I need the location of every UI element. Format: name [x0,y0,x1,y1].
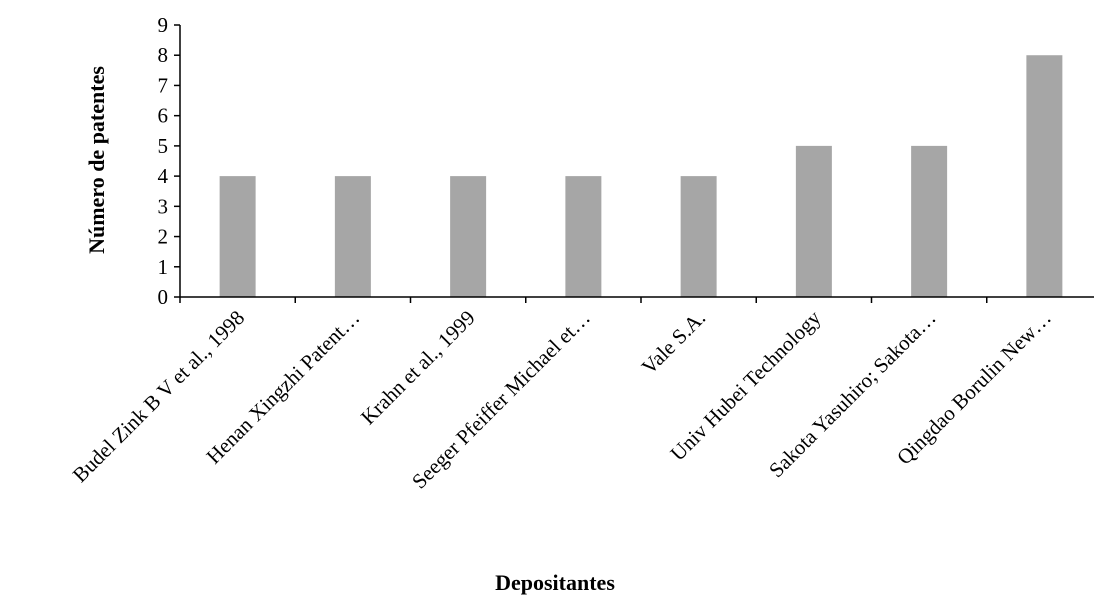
bar [334,176,371,297]
y-axis-title: Número de patentes [84,66,109,254]
y-tick-label: 2 [158,225,169,249]
x-category-label: Vale S.A. [637,306,710,379]
x-axis-title: Depositantes [495,570,615,595]
bar [680,176,717,297]
bar [911,145,948,297]
bar [1026,55,1063,297]
y-tick-label: 7 [158,73,169,97]
y-tick-label: 5 [158,134,169,158]
y-tick-label: 0 [158,285,169,309]
y-tick-label: 6 [158,104,169,128]
bar [565,176,602,297]
bar [450,176,487,297]
y-tick-label: 3 [158,194,169,218]
bar [219,176,256,297]
y-tick-label: 4 [158,164,169,188]
bars-layer [219,55,1063,297]
bar [795,145,832,297]
y-ticks-layer: 0 1 2 3 4 5 6 7 8 9 [158,13,180,309]
y-tick-label: 9 [158,13,169,37]
y-tick-label: 1 [158,255,169,279]
x-category-label: Krahn et al., 1999 [356,306,480,430]
y-tick-label: 8 [158,43,169,67]
